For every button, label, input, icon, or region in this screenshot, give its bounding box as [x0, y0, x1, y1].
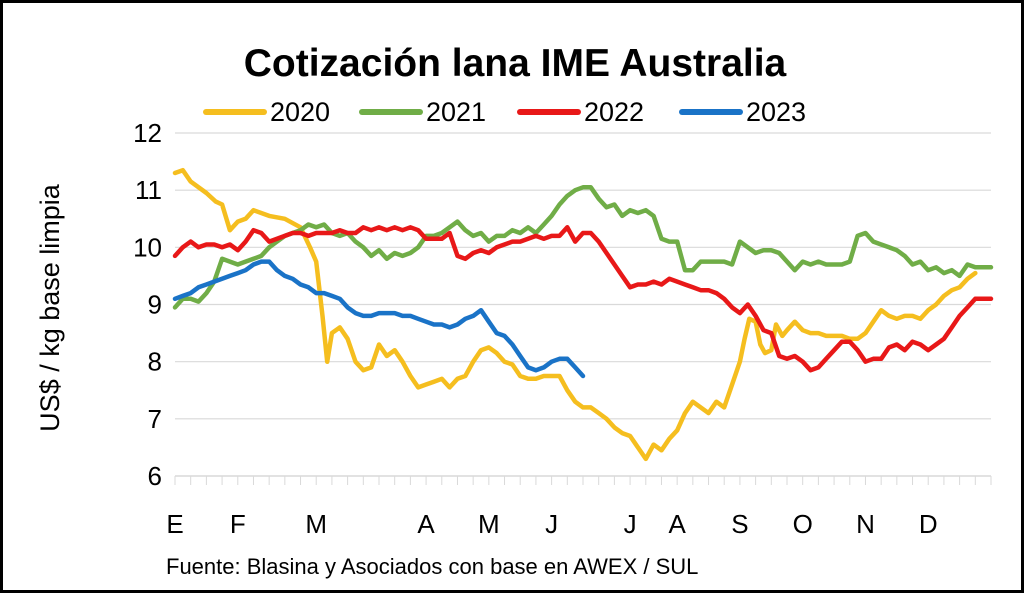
x-axis [174, 475, 992, 485]
y-tick-label: 12 [133, 118, 162, 148]
x-month-label: F [230, 509, 246, 539]
x-month-label: J [624, 509, 637, 539]
y-tick-label: 11 [135, 175, 162, 205]
legend-label: 2021 [426, 97, 486, 127]
y-axis-ticks: 6 7 8 9 10 11 12 [133, 118, 162, 491]
legend: 2020 2021 2022 2023 [203, 97, 806, 127]
x-month-label: S [731, 509, 748, 539]
y-tick-label: 6 [148, 461, 162, 491]
y-tick-label: 10 [133, 232, 162, 262]
legend-label: 2022 [584, 97, 644, 127]
legend-label: 2020 [270, 97, 330, 127]
x-month-label: O [793, 509, 813, 539]
series-line-2020 [172, 167, 978, 462]
series-line-2023 [172, 259, 586, 379]
x-month-label: M [305, 509, 327, 539]
y-axis-label: US$ / kg base limpia [35, 183, 65, 432]
y-tick-label: 9 [148, 290, 162, 320]
x-month-label: M [478, 509, 500, 539]
chart-title: Cotización lana IME Australia [244, 42, 787, 85]
x-month-label: J [545, 509, 558, 539]
x-month-label: D [919, 509, 938, 539]
series-lines [172, 167, 994, 462]
x-month-label: A [668, 509, 686, 539]
series-line-2022 [172, 225, 994, 373]
x-month-label: E [166, 509, 183, 539]
y-tick-label: 8 [148, 347, 162, 377]
line-chart: Cotización lana IME Australia 2020 2021 20… [35, 42, 994, 579]
x-month-label: A [417, 509, 435, 539]
gridlines [175, 132, 991, 420]
source-note: Fuente: Blasina y Asociados con base en … [166, 554, 698, 579]
legend-label: 2023 [746, 97, 806, 127]
series-line-2021 [172, 185, 994, 310]
x-month-label: N [856, 509, 875, 539]
y-tick-label: 7 [148, 404, 162, 434]
